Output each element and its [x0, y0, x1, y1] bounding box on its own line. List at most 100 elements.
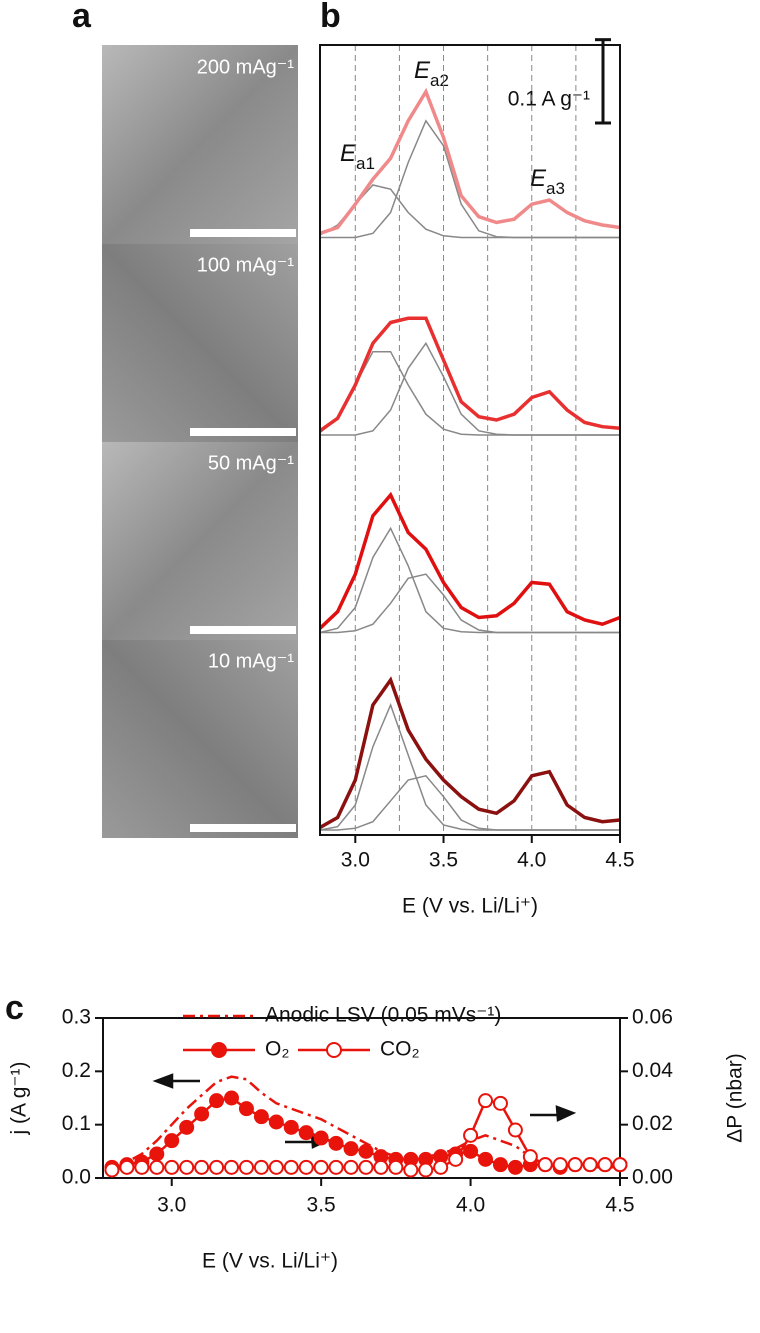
data-point [478, 1151, 494, 1167]
x-axis-label: E (V vs. Li/Li⁺) [402, 895, 538, 918]
x-tick-label: 4.0 [456, 1194, 485, 1217]
sem-images: 200 mAg⁻¹ 100 mAg⁻¹ 50 mAg⁻¹ 10 mAg⁻¹ [102, 45, 298, 838]
data-point [492, 1095, 508, 1111]
image-label: 10 mAg⁻¹ [208, 650, 294, 672]
y2-tick-label: 0.04 [632, 1059, 673, 1082]
data-point [418, 1162, 434, 1178]
x-tick-label: 3.5 [429, 849, 458, 872]
data-point [209, 1159, 225, 1175]
fit-line [319, 87, 621, 235]
data-point [253, 1109, 269, 1125]
x-tick-label: 4.5 [605, 849, 634, 872]
arrow-head [152, 1073, 174, 1089]
data-point [507, 1122, 523, 1138]
data-point [194, 1106, 210, 1122]
data-point [149, 1146, 165, 1162]
data-point [298, 1159, 314, 1175]
data-point [179, 1119, 195, 1135]
data-point [238, 1159, 254, 1175]
image-label: 100 mAg⁻¹ [197, 254, 295, 276]
data-point [582, 1157, 598, 1173]
data-point [164, 1133, 180, 1149]
y2-tick-label: 0.06 [632, 1006, 673, 1029]
data-point [552, 1157, 568, 1173]
data-point [179, 1159, 195, 1175]
sem-image [102, 244, 298, 442]
sem-image [102, 45, 298, 244]
y-tick-label: 0.3 [62, 1006, 91, 1029]
x-tick-label: 3.0 [341, 849, 370, 872]
y-tick-label: 0.2 [62, 1059, 91, 1082]
y-tick-label: 0.1 [62, 1112, 91, 1135]
annotation-symbol: E [340, 140, 357, 167]
data-point [522, 1149, 538, 1165]
data-point [478, 1093, 494, 1109]
legend-label: Anodic LSV (0.05 mVs⁻¹) [265, 1004, 501, 1027]
data-point [433, 1159, 449, 1175]
sem-image [102, 442, 298, 640]
data-point [328, 1135, 344, 1151]
sem-image [102, 640, 298, 838]
data-point [253, 1159, 269, 1175]
data-point [388, 1159, 404, 1175]
data-point [373, 1159, 389, 1175]
data-point [134, 1159, 150, 1175]
data-point [492, 1157, 508, 1173]
component-line [320, 119, 620, 239]
annotation-subscript: a1 [356, 154, 375, 173]
data-point [448, 1151, 464, 1167]
annotation-symbol: E [530, 165, 547, 192]
data-point [149, 1159, 165, 1175]
component-line [320, 774, 620, 831]
data-point [298, 1125, 314, 1141]
fit-line [318, 316, 621, 433]
peak-annotation: Ea2 [414, 57, 449, 90]
data-point [313, 1159, 329, 1175]
x-tick-label: 3.0 [157, 1194, 186, 1217]
x-tick-label: 4.0 [517, 849, 546, 872]
x-tick-label: 3.5 [307, 1194, 336, 1217]
x-axis-label: E (V vs. Li/Li⁺) [202, 1250, 338, 1273]
scale-bar-label: 0.1 A g⁻¹ [508, 88, 590, 111]
data-point [283, 1119, 299, 1135]
plot-frame [102, 1017, 621, 1179]
data-point [238, 1101, 254, 1117]
data-point [224, 1090, 240, 1106]
data-point [119, 1159, 135, 1175]
fit-line [318, 491, 621, 630]
annotation-subscript: a2 [430, 71, 449, 90]
peak-annotation: Ea1 [340, 140, 375, 173]
y-tick-label: 0.0 [62, 1166, 91, 1189]
data-point [164, 1159, 180, 1175]
series-line [111, 1075, 620, 1174]
legend-label: O₂ [265, 1038, 290, 1061]
annotation-symbol: E [414, 57, 431, 84]
legend-marker [326, 1042, 342, 1058]
legend-label: CO₂ [380, 1038, 420, 1061]
data-point [612, 1157, 628, 1173]
image-label: 50 mAg⁻¹ [208, 452, 294, 474]
image-label: 200 mAg⁻¹ [197, 56, 295, 78]
data-point [283, 1159, 299, 1175]
x-tick-label: 4.5 [605, 1194, 634, 1217]
data-point [403, 1162, 419, 1178]
panel-label: a [72, 0, 92, 35]
data-point [194, 1159, 210, 1175]
plot-frame [319, 44, 621, 836]
peak-annotation: Ea3 [530, 165, 565, 198]
data-point [463, 1127, 479, 1143]
data-point [537, 1157, 553, 1173]
data-point [343, 1141, 359, 1157]
data-point [268, 1114, 284, 1130]
data-point [268, 1159, 284, 1175]
component-line [320, 341, 620, 436]
panel-label: c [5, 989, 24, 1027]
data-point [224, 1159, 240, 1175]
data-point [597, 1157, 613, 1173]
legend-marker [211, 1042, 227, 1058]
y-axis-label: j (A g⁻¹) [8, 1062, 31, 1136]
data-point [209, 1093, 225, 1109]
annotation-subscript: a3 [546, 179, 565, 198]
y2-tick-label: 0.02 [632, 1112, 673, 1135]
